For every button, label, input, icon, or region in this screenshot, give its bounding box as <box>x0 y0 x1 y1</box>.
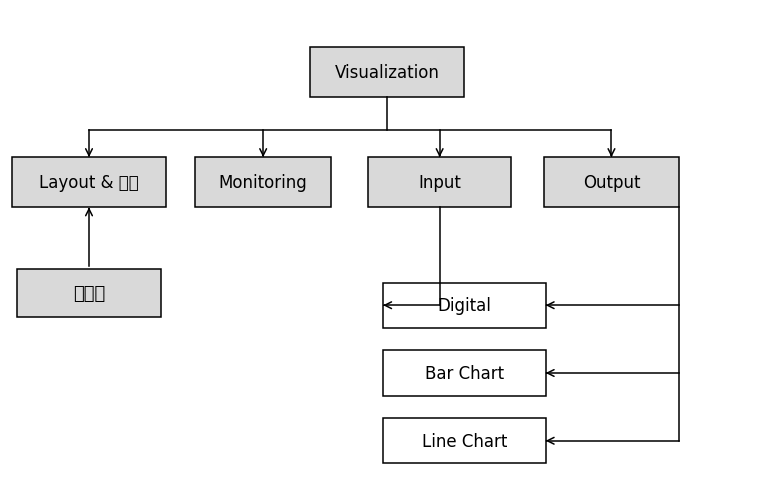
Bar <box>543 158 680 208</box>
Bar <box>310 48 464 98</box>
Bar <box>383 351 546 396</box>
Text: 공정표: 공정표 <box>73 284 105 302</box>
Bar <box>18 269 161 317</box>
Bar <box>368 158 511 208</box>
Bar <box>196 158 331 208</box>
Text: Monitoring: Monitoring <box>219 174 307 192</box>
Text: Input: Input <box>418 174 461 192</box>
Text: Visualization: Visualization <box>334 64 440 82</box>
Text: Output: Output <box>583 174 640 192</box>
Text: Digital: Digital <box>437 297 491 315</box>
Bar <box>383 418 546 463</box>
Text: Line Chart: Line Chart <box>422 432 507 450</box>
Bar <box>12 158 166 208</box>
Text: Layout & 메뉴: Layout & 메뉴 <box>39 174 139 192</box>
Bar <box>383 283 546 328</box>
Text: Bar Chart: Bar Chart <box>425 364 504 382</box>
